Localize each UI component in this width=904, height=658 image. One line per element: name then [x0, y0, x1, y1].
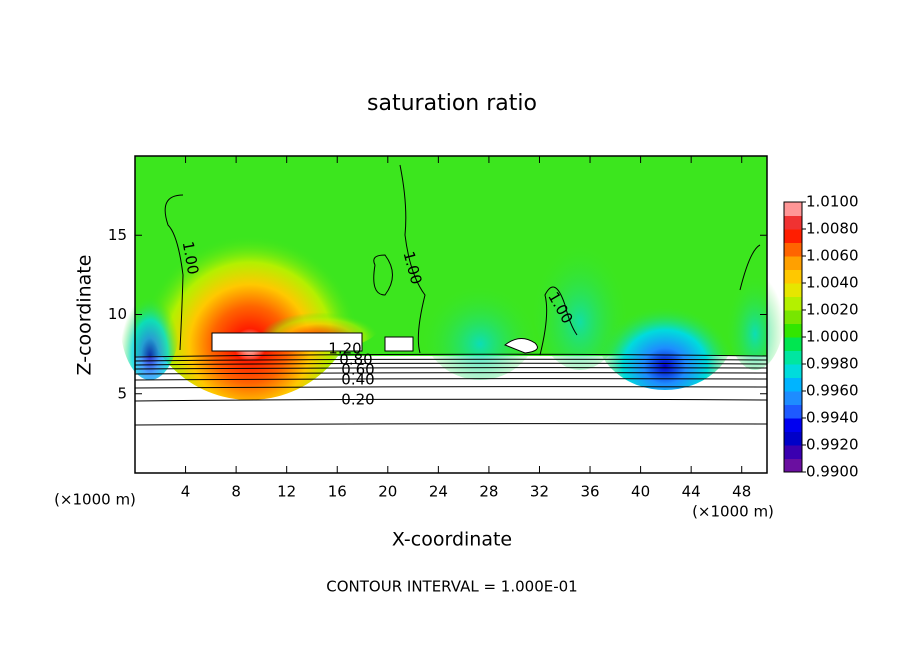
- colorbar-swatch: [784, 283, 802, 297]
- colorbar-swatch: [784, 458, 802, 473]
- colorbar-swatch: [784, 445, 802, 459]
- colorbar-tick-label: 1.0060: [806, 247, 859, 265]
- contour-label: 0.20: [341, 391, 374, 409]
- colorbar-swatch: [784, 256, 802, 270]
- colorbar-swatch: [784, 229, 802, 243]
- colorbar-tick-label: 0.9900: [806, 463, 859, 481]
- colorbar-swatch: [784, 418, 802, 432]
- x-tick-label: 12: [277, 483, 296, 501]
- colorbar-swatch: [784, 242, 802, 257]
- colorbar-tick-label: 0.9940: [806, 409, 859, 427]
- colorbar-tick-label: 1.0080: [806, 220, 859, 238]
- colorbar-swatch: [784, 350, 802, 365]
- x-tick-label: 24: [429, 483, 448, 501]
- field: [120, 156, 785, 426]
- y-unit: (×1000 m): [54, 491, 136, 509]
- contour-label: 0.60: [341, 361, 374, 379]
- colorbar-tick-label: 1.0020: [806, 301, 859, 319]
- colorbar-swatch: [784, 323, 802, 338]
- x-tick-label: 8: [231, 483, 241, 501]
- colorbar-swatch: [784, 377, 802, 392]
- x-tick-label: 32: [530, 483, 549, 501]
- x-tick-label: 48: [732, 483, 751, 501]
- colorbar-tick-label: 1.0000: [806, 328, 859, 346]
- x-tick-label: 40: [631, 483, 650, 501]
- x-tick-label: 44: [682, 483, 701, 501]
- y-tick-label: 10: [108, 305, 127, 323]
- colorbar-swatch: [784, 337, 802, 351]
- colorbar-swatch: [784, 310, 802, 324]
- colorbar-tick-label: 0.9920: [806, 436, 859, 454]
- colorbar-swatch: [784, 296, 802, 311]
- colorbar-tick-label: 1.0100: [806, 193, 859, 211]
- contour-interval: CONTOUR INTERVAL = 1.000E-01: [326, 578, 577, 596]
- x-unit: (×1000 m): [692, 503, 774, 521]
- colorbar-tick-label: 1.0040: [806, 274, 859, 292]
- colorbar-swatch: [784, 404, 802, 419]
- x-tick-label: 16: [328, 483, 347, 501]
- y-tick-label: 5: [117, 384, 127, 402]
- chart-title: saturation ratio: [367, 91, 537, 116]
- colorbar-swatch: [784, 431, 802, 446]
- y-tick-label: 15: [108, 226, 127, 244]
- colorbar-swatch: [784, 269, 802, 284]
- x-tick-label: 28: [479, 483, 498, 501]
- colorbar-swatch: [784, 391, 802, 405]
- contour-label: 0.40: [341, 371, 374, 389]
- x-tick-label: 20: [378, 483, 397, 501]
- x-tick-label: 4: [181, 483, 191, 501]
- colorbar-swatch: [784, 364, 802, 378]
- contour-label: 0.80: [339, 351, 372, 369]
- x-tick-label: 36: [580, 483, 599, 501]
- y-axis-label: Z-coordinate: [74, 255, 96, 376]
- contour-label: 1.20: [328, 340, 361, 358]
- colorbar-swatch: [784, 215, 802, 230]
- colorbar-swatch: [784, 202, 802, 216]
- contour-label: 1.00: [179, 240, 203, 276]
- colorbar-tick-label: 0.9960: [806, 382, 859, 400]
- x-axis-label: X-coordinate: [392, 529, 512, 551]
- colorbar-tick-label: 0.9980: [806, 355, 859, 373]
